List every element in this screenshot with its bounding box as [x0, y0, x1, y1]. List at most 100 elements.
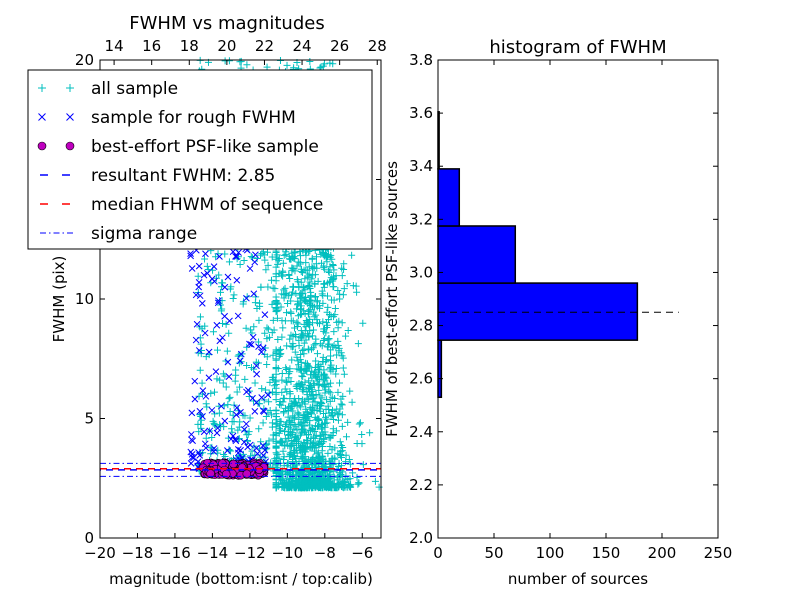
data-point-plus: [313, 298, 321, 306]
data-point-plus: [282, 364, 290, 372]
y-tick-label: 0: [84, 529, 94, 547]
data-point-plus: [292, 289, 300, 297]
data-point-plus: [272, 270, 280, 278]
data-point-plus: [226, 408, 234, 416]
data-point-plus: [268, 423, 276, 431]
circle-marker-icon: [37, 141, 47, 151]
data-point-plus: [215, 409, 223, 417]
data-point-plus: [326, 389, 334, 397]
data-point-plus: [299, 347, 307, 355]
data-point-plus: [265, 437, 273, 445]
data-point-plus: [331, 455, 339, 463]
data-point-plus: [319, 318, 327, 326]
data-point-plus: [309, 469, 317, 477]
data-point-plus: [294, 301, 302, 309]
x-tick-label: 150: [592, 544, 621, 562]
data-point-plus: [201, 255, 209, 263]
data-point-plus: [305, 396, 313, 404]
data-point-plus: [250, 323, 258, 331]
data-point-plus: [305, 270, 313, 278]
data-point-x: [199, 413, 206, 420]
data-point-x: [198, 299, 206, 307]
data-point-plus: [272, 420, 280, 428]
data-point-plus: [317, 400, 325, 408]
data-point-plus: [307, 297, 315, 305]
data-point-plus: [287, 308, 295, 316]
data-point-plus: [217, 307, 225, 315]
data-point-plus: [312, 253, 320, 261]
data-point-plus: [298, 425, 306, 433]
data-point-plus: [257, 251, 265, 259]
data-point-plus: [242, 324, 250, 332]
data-point-plus: [275, 269, 283, 277]
data-point-plus: [281, 428, 289, 436]
data-point-plus: [296, 381, 304, 389]
data-point-plus: [334, 286, 342, 294]
x-tick-label: −18: [122, 544, 154, 562]
data-point-plus: [241, 375, 249, 383]
data-point-plus: [327, 361, 335, 369]
data-point-plus: [304, 361, 312, 369]
data-point-plus: [206, 444, 214, 452]
data-point-plus: [263, 63, 271, 71]
data-point-x: [196, 451, 204, 459]
data-point-plus: [335, 317, 343, 325]
data-point-plus: [315, 361, 323, 369]
data-point-plus: [272, 355, 280, 363]
data-point-plus: [329, 277, 337, 285]
data-point-plus: [339, 468, 347, 476]
data-point-x: [250, 290, 258, 298]
histogram-bar: [437, 225, 517, 284]
data-point-plus: [318, 287, 326, 295]
data-point-plus: [328, 296, 336, 304]
data-point-plus: [272, 476, 280, 484]
data-point-plus: [309, 302, 317, 310]
data-point-plus: [292, 471, 300, 479]
data-point-plus: [306, 404, 314, 412]
x-marker-icon: [38, 113, 46, 121]
data-point-plus: [219, 379, 227, 387]
data-point-plus: [355, 420, 363, 428]
data-point-plus: [286, 475, 294, 483]
data-point-x: [208, 406, 216, 414]
data-point-plus: [224, 401, 232, 409]
data-point-plus: [318, 371, 326, 379]
data-point-x: [246, 265, 254, 272]
data-point-plus: [298, 385, 306, 393]
data-point-plus: [202, 400, 210, 408]
data-point-plus: [304, 476, 312, 484]
data-point-plus: [311, 422, 319, 430]
data-point-plus: [301, 286, 309, 294]
data-point-x: [224, 358, 232, 366]
data-point-plus: [196, 366, 204, 374]
data-point-plus: [301, 378, 309, 386]
data-point-plus: [331, 305, 339, 313]
data-point-plus: [337, 452, 345, 460]
top-x-tick-label: 22: [255, 37, 274, 55]
data-point-plus: [346, 460, 354, 468]
data-point-plus: [321, 280, 329, 288]
data-point-x: [253, 370, 261, 378]
data-point-plus: [269, 284, 277, 292]
data-point-plus: [276, 57, 284, 65]
data-point-plus: [194, 272, 202, 280]
data-point-plus: [211, 410, 219, 418]
data-point-plus: [283, 378, 291, 386]
data-point-plus: [329, 262, 337, 270]
data-point-plus: [278, 439, 285, 447]
data-point-x: [229, 432, 237, 440]
data-point-plus: [236, 383, 244, 391]
data-point-x: [212, 368, 220, 375]
data-point-plus: [301, 275, 309, 283]
data-point-plus: [324, 279, 332, 287]
data-point-plus: [281, 290, 289, 298]
data-point-plus: [273, 413, 281, 421]
data-point-plus: [336, 295, 344, 303]
data-point-plus: [322, 463, 330, 471]
data-point-plus: [295, 380, 303, 388]
data-point-plus: [342, 332, 350, 340]
data-point-plus: [326, 464, 334, 472]
data-point-plus: [318, 442, 326, 450]
y-tick-label: 3.6: [409, 104, 433, 122]
data-point-x: [231, 435, 239, 443]
